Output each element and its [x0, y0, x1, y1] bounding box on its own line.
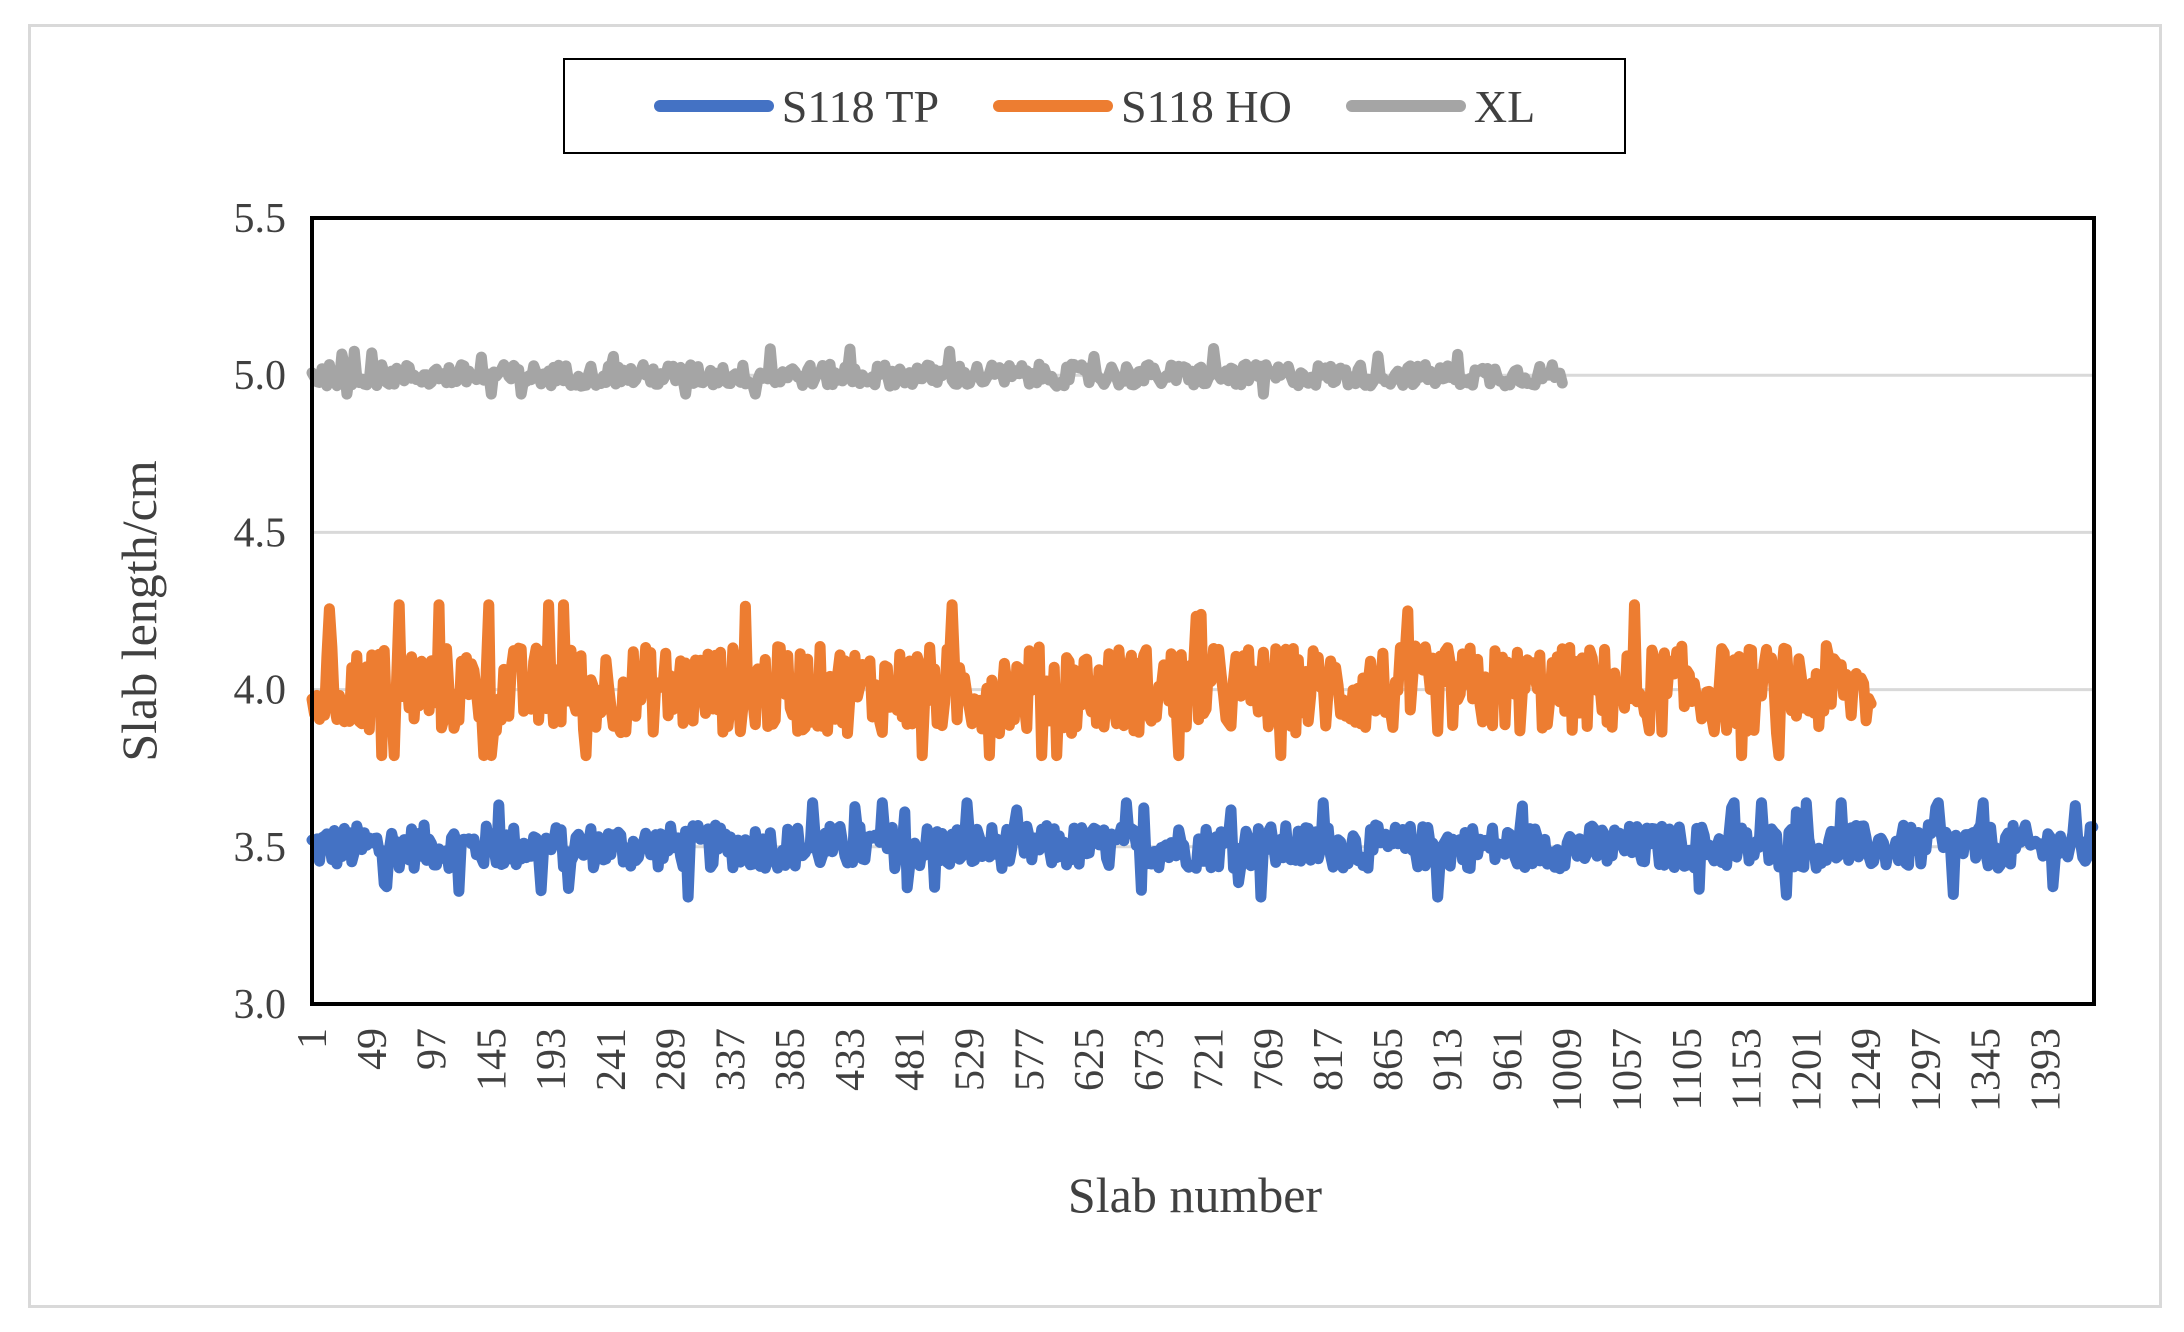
- legend-swatch-xl: [1345, 100, 1466, 112]
- x-axis-ticks: 1 49 97 145 193 241 289 337 385 433 481 529 577 625 67…: [290, 1028, 2069, 1112]
- series-line-s118-ho: [306, 599, 1877, 762]
- y-axis-title: Slab length/cm: [111, 460, 167, 761]
- x-tick-label: 1393: [2023, 1028, 2069, 1112]
- x-tick-label: 433: [828, 1028, 874, 1091]
- x-tick-label: 1345: [1964, 1028, 2010, 1112]
- x-tick-label: 769: [1246, 1028, 1292, 1091]
- x-tick-label: 913: [1426, 1028, 1472, 1091]
- x-tick-label: 1201: [1784, 1028, 1830, 1112]
- y-tick-label: 5.5: [234, 196, 287, 242]
- x-tick-label: 145: [469, 1028, 515, 1091]
- legend-label-xl: XL: [1473, 80, 1536, 132]
- x-tick-label: 625: [1067, 1028, 1113, 1091]
- x-tick-label: 577: [1007, 1028, 1053, 1091]
- x-tick-label: 1057: [1605, 1028, 1651, 1112]
- y-tick-label: 5.0: [234, 353, 287, 399]
- y-axis-ticks: 3.0 3.5 4.0 4.5 5.0 5.5: [234, 196, 287, 1028]
- x-tick-label: 1: [290, 1028, 336, 1049]
- series-layer: [306, 343, 2099, 903]
- x-tick-label: 481: [888, 1028, 934, 1091]
- x-tick-label: 289: [649, 1028, 695, 1091]
- x-tick-label: 1249: [1844, 1028, 1890, 1112]
- x-tick-label: 721: [1187, 1028, 1233, 1091]
- x-tick-label: 673: [1127, 1028, 1173, 1091]
- x-tick-label: 337: [708, 1028, 754, 1091]
- x-tick-label: 1297: [1904, 1028, 1950, 1112]
- legend-label-s118-tp: S118 TP: [781, 80, 940, 132]
- series-line-s118-tp: [306, 797, 2099, 903]
- x-tick-label: 97: [410, 1028, 456, 1070]
- x-tick-label: 49: [350, 1028, 396, 1070]
- legend-entry-s118-tp[interactable]: S118 TP: [653, 80, 940, 133]
- legend-label-s118-ho: S118 HO: [1121, 80, 1292, 132]
- x-tick-label: 1009: [1545, 1028, 1591, 1112]
- legend-swatch-s118-tp: [653, 100, 774, 112]
- x-tick-label: 961: [1485, 1028, 1531, 1091]
- x-tick-label: 241: [589, 1028, 635, 1091]
- y-tick-label: 4.5: [234, 510, 287, 556]
- series-line-xl: [306, 343, 1568, 400]
- x-tick-label: 817: [1306, 1028, 1352, 1091]
- x-tick-label: 529: [948, 1028, 994, 1091]
- plot-area-border: [310, 216, 2096, 1006]
- x-tick-label: 1153: [1725, 1028, 1771, 1110]
- y-tick-label: 4.0: [234, 668, 287, 714]
- legend-entry-s118-ho[interactable]: S118 HO: [993, 80, 1292, 133]
- x-tick-label: 385: [768, 1028, 814, 1091]
- x-tick-label: 1105: [1665, 1028, 1711, 1110]
- y-tick-label: 3.0: [234, 982, 287, 1028]
- legend: S118 TP S118 HO XL: [563, 58, 1626, 154]
- x-axis-title: Slab number: [1068, 1167, 1322, 1223]
- y-tick-label: 3.5: [234, 825, 287, 871]
- x-tick-label: 865: [1366, 1028, 1412, 1091]
- legend-entry-xl[interactable]: XL: [1345, 80, 1536, 133]
- x-tick-label: 193: [529, 1028, 575, 1091]
- legend-swatch-s118-ho: [993, 100, 1114, 112]
